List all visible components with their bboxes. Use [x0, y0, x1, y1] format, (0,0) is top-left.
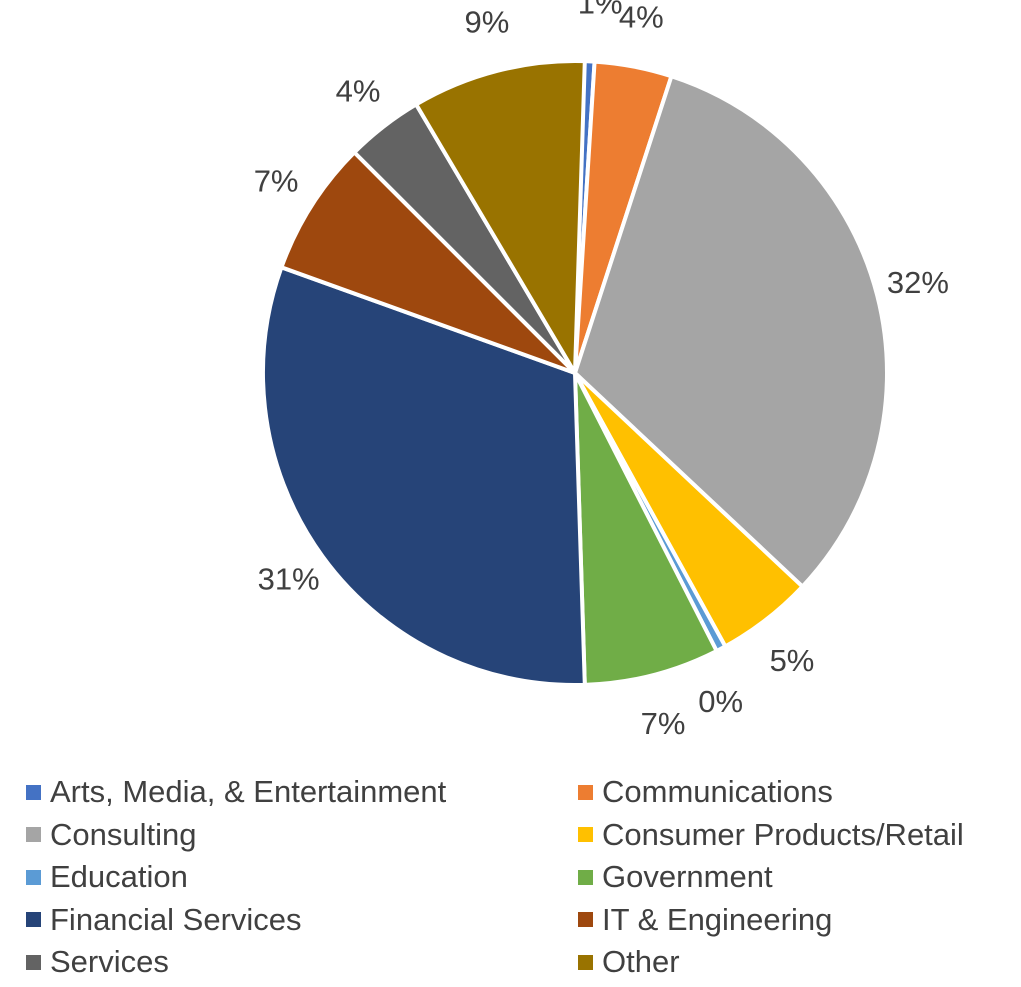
- legend-label: Other: [602, 944, 680, 979]
- legend-label: Communications: [602, 774, 833, 809]
- pie-slice-it-engineering: [278, 149, 577, 375]
- pie-slice-other: [413, 59, 587, 380]
- legend-swatch: [26, 912, 41, 927]
- legend-swatch: [26, 954, 41, 970]
- legend-item-education: Education: [26, 857, 188, 897]
- legend-swatch: [578, 869, 593, 885]
- legend: Arts, Media, & Entertainment Communicatio…: [8, 772, 1021, 982]
- data-label-other: 9%: [465, 4, 510, 39]
- legend-item-services: Services: [26, 942, 169, 982]
- data-label-consumer-products-retail: 5%: [770, 643, 815, 678]
- legend-swatch: [26, 869, 41, 885]
- legend-label: Financial Services: [50, 901, 302, 937]
- legend-item-communications: Communications: [578, 772, 833, 812]
- data-label-arts-media-entertainment: 1%: [578, 0, 623, 20]
- legend-label: Services: [50, 944, 169, 979]
- legend-swatch: [26, 827, 41, 842]
- pie-slice-government: [573, 372, 720, 687]
- legend-swatch: [26, 784, 41, 800]
- data-label-communications: 4%: [619, 0, 664, 34]
- pie-slices: [261, 58, 889, 687]
- pie-slice-consulting: [572, 73, 889, 590]
- legend-item-other: Other: [578, 942, 680, 982]
- legend-swatch: [578, 827, 593, 842]
- pie-chart: 1%4%32%5%0%7%31%7%4%9%: [254, 0, 949, 741]
- legend-label: Consumer Products/Retail: [602, 816, 964, 852]
- legend-label: Education: [50, 859, 188, 894]
- legend-item-it-engineering: IT & Engineering: [578, 900, 832, 940]
- data-label-it-engineering: 7%: [254, 164, 299, 199]
- data-label-consulting: 32%: [887, 265, 949, 300]
- legend-item-arts-media-entertainment: Arts, Media, & Entertainment: [26, 772, 446, 812]
- data-label-education: 0%: [698, 684, 743, 719]
- legend-swatch: [578, 912, 593, 927]
- legend-label: Arts, Media, & Entertainment: [50, 774, 447, 809]
- legend-item-consumer-products-retail: Consumer Products/Retail: [578, 815, 964, 855]
- legend-item-financial-services: Financial Services: [26, 900, 302, 940]
- legend-label: Government: [602, 859, 773, 894]
- data-label-services: 4%: [336, 73, 381, 108]
- data-label-government: 7%: [641, 706, 686, 741]
- legend-swatch: [578, 954, 593, 970]
- legend-item-consulting: Consulting: [26, 815, 196, 855]
- legend-swatch: [578, 784, 593, 800]
- pie-slice-financial-services: [261, 264, 587, 687]
- pie-data-labels: 1%4%32%5%0%7%31%7%4%9%: [254, 0, 949, 741]
- legend-label: Consulting: [50, 816, 197, 852]
- data-label-financial-services: 31%: [258, 561, 320, 596]
- legend-label: IT & Engineering: [602, 901, 833, 937]
- legend-item-government: Government: [578, 857, 773, 897]
